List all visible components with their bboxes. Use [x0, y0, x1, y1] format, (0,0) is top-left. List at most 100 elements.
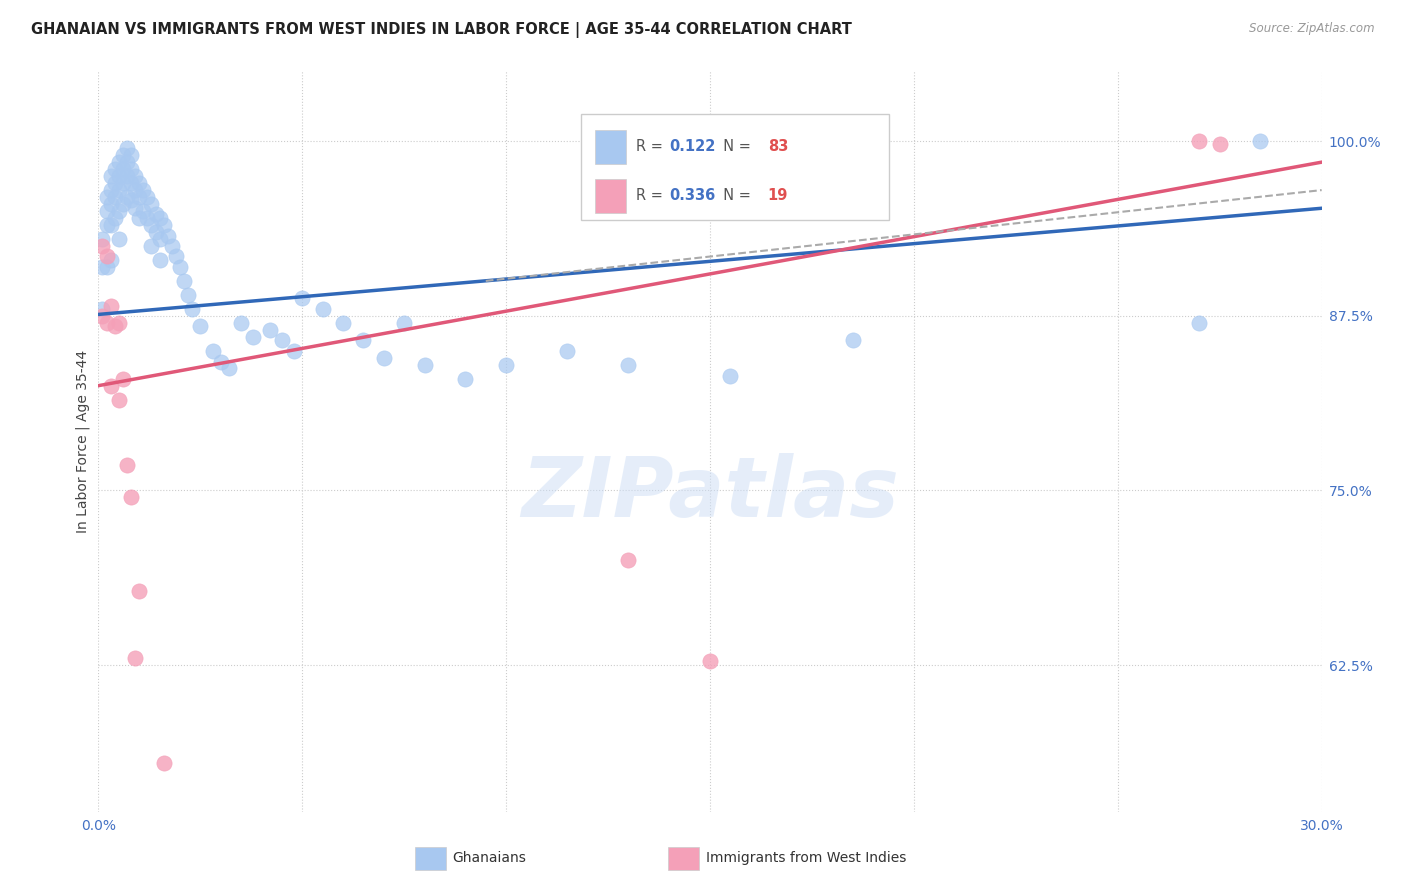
Point: [332, 316, 354, 330]
Point: [115, 458, 138, 473]
Point: [291, 291, 314, 305]
Point: [149, 252, 172, 267]
Point: [100, 252, 122, 267]
Text: Ghanaians: Ghanaians: [453, 851, 527, 865]
Point: [312, 301, 335, 316]
Point: [104, 211, 127, 225]
Point: [108, 204, 131, 219]
Point: [145, 207, 167, 221]
Point: [132, 204, 155, 219]
Point: [104, 176, 127, 190]
Point: [557, 343, 579, 358]
Text: N =: N =: [714, 139, 756, 154]
Text: Immigrants from West Indies: Immigrants from West Indies: [706, 851, 907, 865]
Point: [1249, 134, 1271, 148]
Point: [100, 378, 122, 392]
Point: [115, 169, 138, 183]
Point: [201, 343, 224, 358]
Point: [108, 169, 131, 183]
Point: [120, 193, 142, 207]
Point: [242, 330, 264, 344]
Point: [136, 190, 159, 204]
Point: [283, 343, 305, 358]
Point: [115, 141, 138, 155]
Point: [104, 190, 127, 204]
Text: Source: ZipAtlas.com: Source: ZipAtlas.com: [1250, 22, 1375, 36]
Point: [108, 183, 131, 197]
Text: 83: 83: [768, 139, 787, 154]
Point: [145, 225, 167, 239]
Point: [120, 148, 142, 162]
Text: ZIPatlas: ZIPatlas: [522, 453, 898, 534]
Point: [104, 318, 127, 333]
Point: [152, 756, 174, 770]
Point: [165, 249, 187, 263]
Point: [392, 316, 416, 330]
Point: [149, 232, 172, 246]
Point: [169, 260, 191, 274]
Text: 0.336: 0.336: [669, 188, 716, 203]
Point: [100, 299, 122, 313]
Text: GHANAIAN VS IMMIGRANTS FROM WEST INDIES IN LABOR FORCE | AGE 35-44 CORRELATION C: GHANAIAN VS IMMIGRANTS FROM WEST INDIES …: [31, 22, 852, 38]
Point: [120, 491, 142, 505]
Point: [100, 183, 122, 197]
Text: R =: R =: [636, 188, 666, 203]
Point: [128, 211, 150, 225]
Point: [111, 372, 134, 386]
Point: [617, 358, 640, 372]
Point: [1188, 134, 1211, 148]
Y-axis label: In Labor Force | Age 35-44: In Labor Force | Age 35-44: [76, 350, 90, 533]
Point: [111, 148, 134, 162]
Point: [218, 360, 240, 375]
Point: [96, 204, 118, 219]
Point: [96, 190, 118, 204]
Point: [100, 218, 122, 232]
Point: [108, 392, 131, 407]
Point: [124, 201, 146, 215]
Text: 0.122: 0.122: [669, 139, 716, 154]
Point: [841, 333, 863, 347]
Point: [124, 651, 146, 665]
Point: [124, 183, 146, 197]
Point: [120, 176, 142, 190]
Point: [91, 309, 114, 323]
Text: 19: 19: [768, 188, 787, 203]
Point: [617, 553, 640, 567]
Point: [149, 211, 172, 225]
Point: [96, 249, 118, 263]
Point: [128, 584, 150, 599]
Point: [173, 274, 195, 288]
Point: [128, 190, 150, 204]
Point: [91, 260, 114, 274]
Point: [413, 358, 436, 372]
Point: [104, 162, 127, 177]
Point: [188, 318, 212, 333]
Point: [115, 190, 138, 204]
Point: [111, 176, 134, 190]
Point: [209, 355, 232, 369]
Point: [108, 232, 131, 246]
Point: [141, 239, 163, 253]
Point: [160, 239, 183, 253]
Point: [100, 197, 122, 211]
Point: [141, 218, 163, 232]
Point: [454, 372, 477, 386]
Point: [181, 301, 204, 316]
Point: [141, 197, 163, 211]
Point: [177, 288, 200, 302]
Point: [91, 239, 114, 253]
Point: [231, 316, 253, 330]
Point: [96, 218, 118, 232]
Point: [111, 162, 134, 177]
Point: [1209, 136, 1232, 151]
Point: [373, 351, 395, 365]
Point: [259, 323, 281, 337]
Text: R =: R =: [636, 139, 666, 154]
Point: [156, 229, 179, 244]
Point: [111, 197, 134, 211]
Point: [152, 218, 174, 232]
Point: [115, 155, 138, 169]
Point: [270, 333, 294, 347]
Point: [120, 162, 142, 177]
Point: [124, 169, 146, 183]
